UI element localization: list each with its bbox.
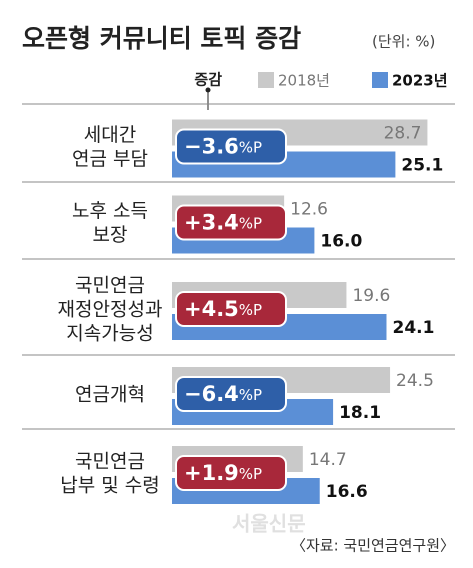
change-label: −3.6%P — [184, 135, 262, 159]
change-badge — [175, 376, 287, 412]
change-label: +3.4%P — [184, 211, 262, 235]
value-label: 16.6 — [326, 482, 368, 502]
category-label: 노후 소득 — [72, 200, 148, 222]
chart-title: 오픈형 커뮤니티 토픽 증감 — [22, 24, 301, 53]
legend-swatch — [372, 72, 388, 88]
change-label: +1.9%P — [184, 461, 262, 485]
value-label: 12.6 — [290, 200, 328, 220]
value-label: 25.1 — [401, 156, 443, 176]
value-label: 28.7 — [384, 124, 422, 144]
category-label: 국민연금 — [75, 275, 145, 297]
category-label: 지속가능성 — [66, 323, 153, 345]
value-label: 24.5 — [396, 371, 434, 391]
change-unit: %P — [239, 386, 262, 404]
category-label: 재정안정성과 — [58, 299, 163, 321]
value-label: 14.7 — [309, 450, 347, 470]
category-label: 연금개혁 — [75, 384, 145, 406]
watermark: 서울신문 — [232, 512, 306, 536]
legend-pointer-dot — [205, 87, 211, 93]
category-label: 세대간 — [84, 124, 136, 146]
legend-swatch — [258, 72, 274, 88]
change-unit: %P — [239, 214, 262, 232]
change-unit: %P — [239, 138, 262, 156]
change-badge — [175, 455, 287, 491]
change-badge — [175, 291, 287, 327]
category-label: 연금 부담 — [72, 148, 148, 170]
change-unit: %P — [239, 301, 262, 319]
legend-label: 2018년 — [278, 72, 330, 90]
chart-subtitle: (단위: %) — [372, 33, 435, 51]
change-value: −6.4 — [184, 382, 239, 406]
change-badge — [175, 128, 287, 165]
change-badge — [175, 204, 287, 241]
category-label: 납부 및 수령 — [60, 475, 159, 497]
change-unit: %P — [239, 465, 262, 483]
change-value: −3.6 — [184, 135, 239, 159]
change-label: −6.4%P — [184, 382, 262, 406]
source: 〈자료: 국민연금연구원〉 — [291, 537, 455, 555]
legend-label: 2023년 — [392, 72, 448, 90]
value-label: 24.1 — [392, 318, 434, 338]
value-label: 18.1 — [339, 403, 381, 423]
value-label: 16.0 — [320, 232, 362, 252]
change-label: +4.5%P — [184, 297, 262, 321]
category-label: 보장 — [93, 224, 128, 246]
change-value: +1.9 — [184, 461, 239, 485]
legend-change: 증감 — [194, 71, 222, 89]
category-label: 국민연금 — [75, 451, 145, 473]
value-label: 19.6 — [352, 286, 390, 306]
change-value: +4.5 — [184, 297, 239, 321]
change-value: +3.4 — [184, 211, 239, 235]
